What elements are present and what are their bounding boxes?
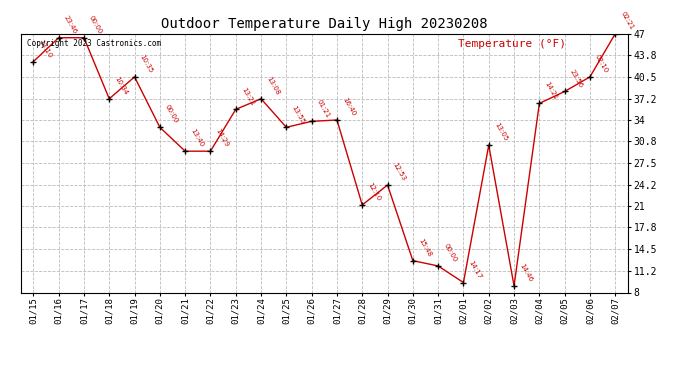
Text: 13:10: 13:10	[37, 38, 53, 59]
Text: 00:00: 00:00	[442, 243, 457, 263]
Text: 00:00: 00:00	[164, 104, 179, 125]
Text: 13:55: 13:55	[290, 104, 306, 125]
Text: 13:40: 13:40	[189, 128, 205, 148]
Text: 23:56: 23:56	[569, 68, 584, 89]
Text: Copyright 2023 Castronics.com: Copyright 2023 Castronics.com	[27, 39, 161, 48]
Title: Outdoor Temperature Daily High 20230208: Outdoor Temperature Daily High 20230208	[161, 17, 488, 31]
Text: 14:29: 14:29	[215, 128, 230, 148]
Text: Temperature (°F): Temperature (°F)	[458, 39, 566, 49]
Text: 10:35: 10:35	[139, 54, 154, 74]
Text: 14:17: 14:17	[468, 259, 483, 280]
Text: 13:05: 13:05	[493, 122, 509, 142]
Text: 14:46: 14:46	[518, 262, 533, 283]
Text: 13:08: 13:08	[265, 75, 281, 96]
Text: 02:10: 02:10	[594, 54, 609, 74]
Text: 12:53: 12:53	[392, 162, 407, 182]
Text: 16:40: 16:40	[341, 97, 357, 117]
Text: 15:48: 15:48	[417, 237, 432, 258]
Text: 23:46: 23:46	[63, 15, 78, 35]
Text: 00:00: 00:00	[88, 14, 104, 35]
Text: 14:21: 14:21	[544, 80, 559, 100]
Text: 01:21: 01:21	[316, 98, 331, 118]
Text: 10:34: 10:34	[113, 75, 129, 96]
Text: 02:21: 02:21	[620, 10, 635, 31]
Text: 12:10: 12:10	[366, 182, 382, 202]
Text: 13:21: 13:21	[240, 86, 255, 106]
